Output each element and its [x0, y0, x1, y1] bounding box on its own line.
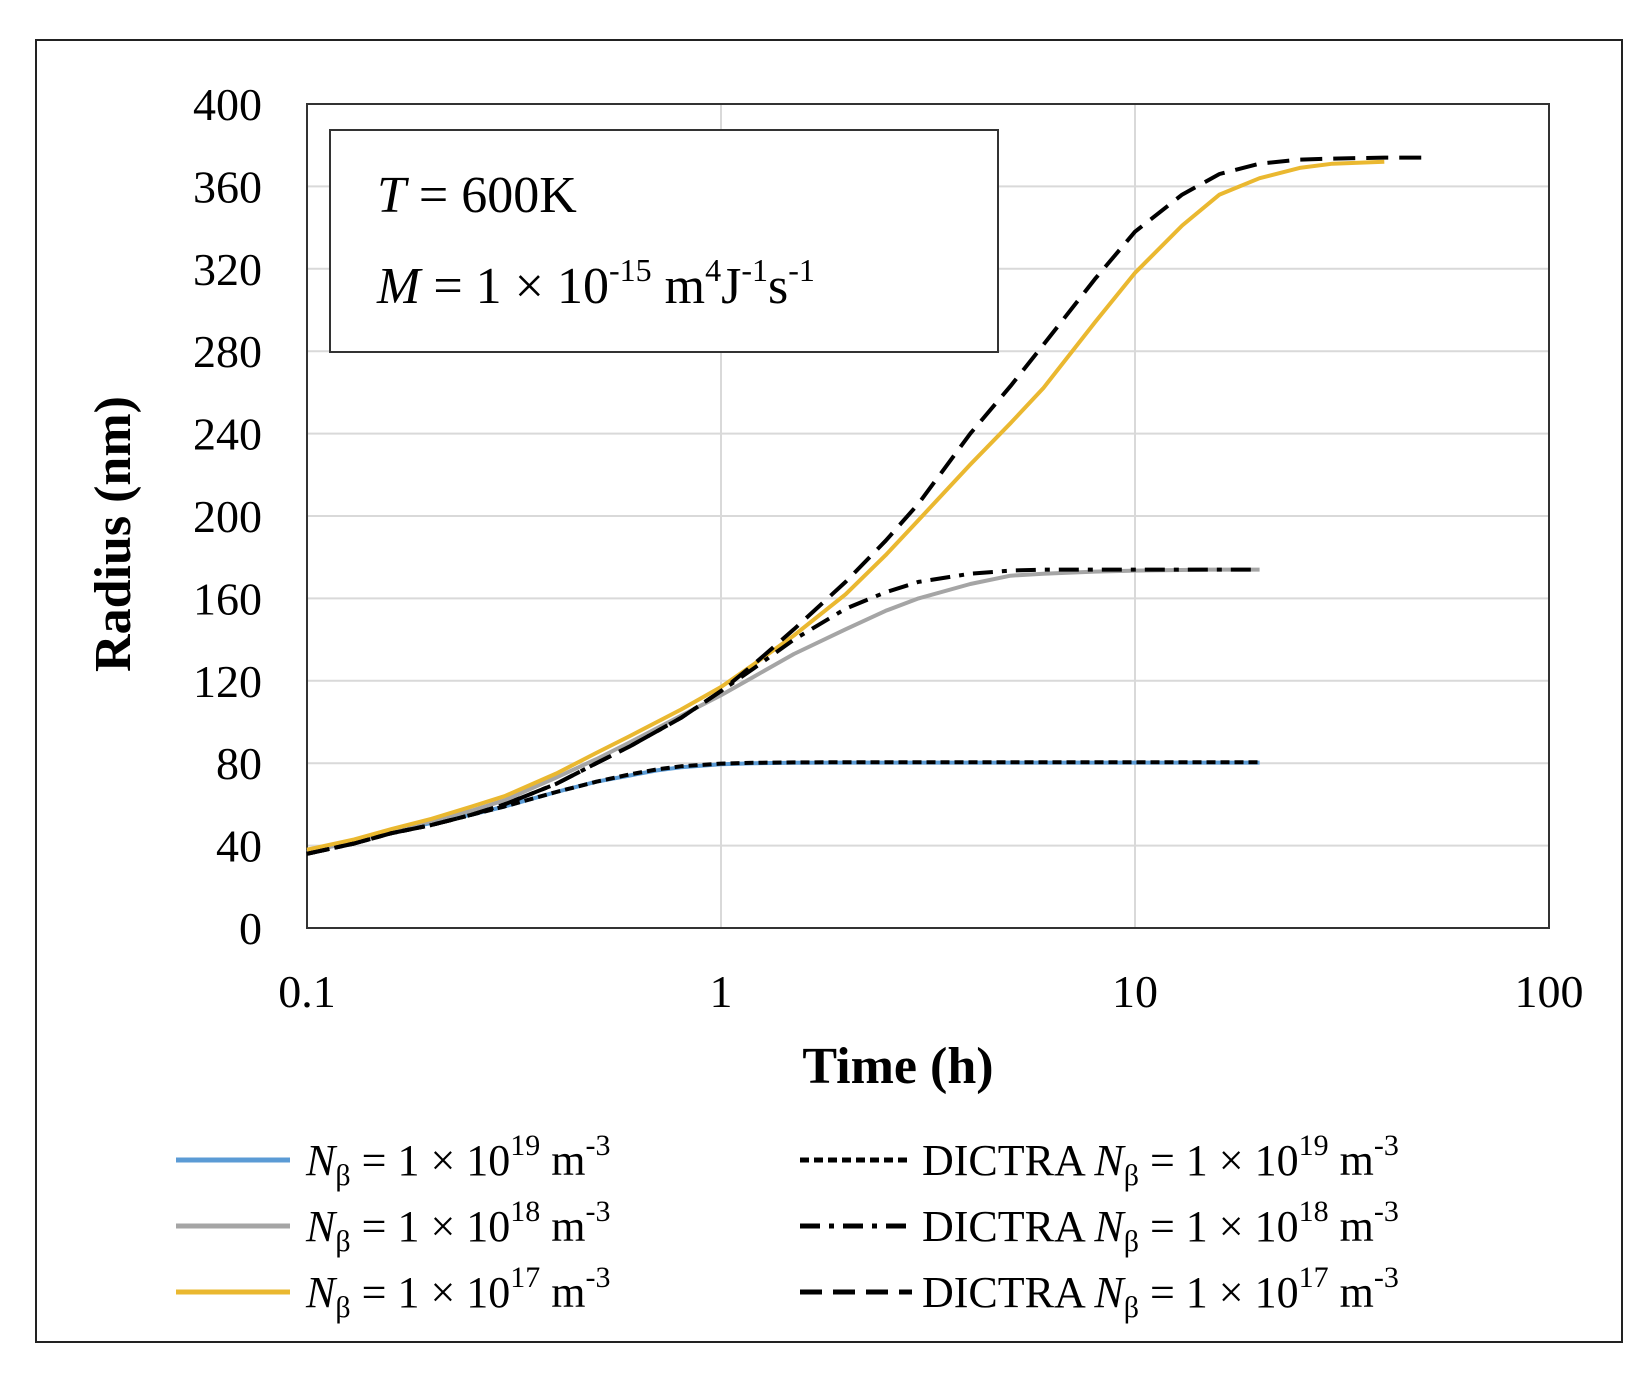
y-tick-labels: 0 40 80 120 160 200 240 280 320 360 400	[193, 79, 262, 954]
x-tick-label: 1	[710, 966, 733, 1017]
mobility-exponent: -15	[609, 252, 652, 288]
temperature-value: = 600K	[406, 167, 577, 224]
x-tick-label: 100	[1515, 966, 1584, 1017]
x-tick-labels: 0.1 1 10 100	[278, 966, 1583, 1017]
legend: Nβ = 1 × 1019 m-3Nβ = 1 × 1018 m-3Nβ = 1…	[176, 1129, 1399, 1324]
y-tick-label: 0	[239, 903, 262, 954]
legend-label-part: DICTRA	[922, 1202, 1094, 1251]
mobility-unit-m: m	[652, 258, 705, 315]
series-line-1	[306, 567, 1260, 854]
legend-label-part: β	[335, 1159, 350, 1192]
legend-label-part: m	[1329, 1202, 1374, 1251]
y-tick-label: 80	[216, 738, 262, 789]
mobility-equals: = 1 × 10	[420, 258, 609, 315]
legend-label-part: = 1 × 10	[1139, 1268, 1299, 1317]
annotation-temperature: T = 600K	[377, 167, 577, 224]
y-tick-label: 400	[193, 79, 262, 130]
temperature-symbol: T	[377, 167, 409, 224]
legend-label-part: N	[305, 1136, 338, 1185]
y-axis-label: Radius (nm)	[85, 396, 142, 672]
legend-label-part: m	[1329, 1136, 1374, 1185]
legend-label-part: -3	[586, 1261, 611, 1294]
series-line-4	[306, 567, 1260, 856]
mobility-unit-j: J	[721, 258, 741, 315]
y-tick-label: 320	[193, 244, 262, 295]
series-line-2	[306, 159, 1385, 852]
legend-label-part: N	[1093, 1202, 1126, 1251]
x-tick-label: 10	[1112, 966, 1158, 1017]
legend-label-part: 19	[1299, 1129, 1329, 1162]
y-tick-label: 280	[193, 326, 262, 377]
legend-label-0: Nβ = 1 × 1019 m-3	[305, 1129, 611, 1192]
legend-label-part: -3	[1374, 1129, 1399, 1162]
legend-label-part: 19	[510, 1129, 540, 1162]
legend-label-5: DICTRA Nβ = 1 × 1017 m-3	[922, 1261, 1399, 1324]
legend-label-part: -3	[1374, 1195, 1399, 1228]
plot-area-border	[306, 103, 1550, 929]
legend-label-4: DICTRA Nβ = 1 × 1018 m-3	[922, 1195, 1399, 1258]
legend-label-3: DICTRA Nβ = 1 × 1019 m-3	[922, 1129, 1399, 1192]
annotation-frame	[329, 129, 999, 353]
x-tick-label: 0.1	[278, 966, 336, 1017]
legend-label-part: m	[540, 1268, 585, 1317]
legend-label-part: -3	[586, 1129, 611, 1162]
legend-label-part: 17	[510, 1261, 540, 1294]
legend-label-part: β	[1124, 1225, 1139, 1258]
mobility-unit-s: s	[768, 258, 788, 315]
mobility-unit-j-exp: -1	[741, 252, 768, 288]
legend-label-part: N	[305, 1268, 338, 1317]
legend-label-part: 17	[1299, 1261, 1329, 1294]
legend-label-part: = 1 × 10	[351, 1202, 511, 1251]
y-tick-label: 200	[193, 491, 262, 542]
y-tick-label: 40	[216, 821, 262, 872]
legend-label-part: = 1 × 10	[351, 1268, 511, 1317]
legend-label-part: β	[1124, 1159, 1139, 1192]
legend-label-part: DICTRA	[922, 1268, 1094, 1317]
x-axis-label: Time (h)	[802, 1038, 993, 1095]
series-layer	[306, 155, 1425, 856]
legend-label-2: Nβ = 1 × 1017 m-3	[305, 1261, 611, 1324]
legend-label-part: m	[540, 1136, 585, 1185]
legend-label-part: -3	[586, 1195, 611, 1228]
y-tick-label: 160	[193, 573, 262, 624]
mobility-unit-s-exp: -1	[788, 252, 815, 288]
legend-label-part: -3	[1374, 1261, 1399, 1294]
mobility-symbol: M	[376, 258, 423, 315]
mobility-unit-m-exp: 4	[705, 252, 721, 288]
series-line-5	[306, 155, 1425, 856]
y-tick-label: 360	[193, 161, 262, 212]
legend-label-part: m	[1329, 1268, 1374, 1317]
series-line-3	[306, 760, 1260, 856]
legend-label-part: = 1 × 10	[351, 1136, 511, 1185]
annotation-mobility: M = 1 × 10-15 m4J-1s-1	[376, 252, 815, 315]
legend-label-part: DICTRA	[922, 1136, 1094, 1185]
legend-label-part: 18	[1299, 1195, 1329, 1228]
legend-label-part: 18	[510, 1195, 540, 1228]
legend-label-part: = 1 × 10	[1139, 1136, 1299, 1185]
y-tick-label: 120	[193, 656, 262, 707]
legend-label-part: = 1 × 10	[1139, 1202, 1299, 1251]
legend-label-part: β	[335, 1225, 350, 1258]
annotation-box: T = 600K M = 1 × 10-15 m4J-1s-1	[329, 129, 999, 353]
legend-label-part: N	[305, 1202, 338, 1251]
legend-label-part: N	[1093, 1268, 1126, 1317]
legend-label-part: β	[335, 1291, 350, 1324]
y-tick-label: 240	[193, 409, 262, 460]
legend-label-part: N	[1093, 1136, 1126, 1185]
legend-label-part: β	[1124, 1291, 1139, 1324]
legend-label-part: m	[540, 1202, 585, 1251]
legend-label-1: Nβ = 1 × 1018 m-3	[305, 1195, 611, 1258]
